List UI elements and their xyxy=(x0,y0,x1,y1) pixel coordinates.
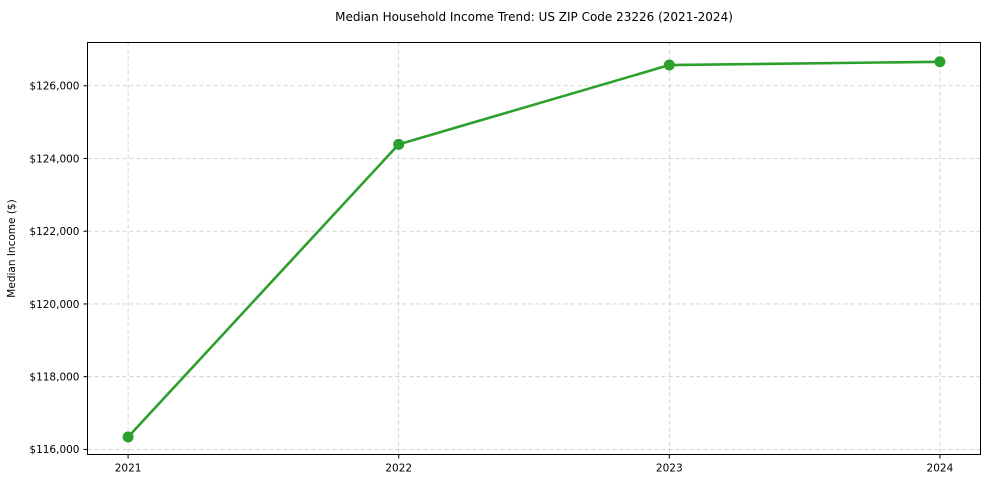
x-tick-label: 2022 xyxy=(385,463,412,475)
axis-layer: $116,000 $118,000 $120,000 $122,000 $124,000… xyxy=(29,81,953,475)
y-tick-label: $124,000 xyxy=(29,153,79,165)
x-tick-label: 2023 xyxy=(656,463,683,475)
data-point-marker xyxy=(934,56,946,68)
series-line xyxy=(126,60,942,439)
x-tick-label: 2021 xyxy=(115,463,142,475)
grid-layer xyxy=(87,42,981,455)
y-tick-label: $118,000 xyxy=(29,371,79,383)
data-point-marker xyxy=(122,431,134,443)
x-tick-label: 2024 xyxy=(927,463,954,475)
y-tick-label: $120,000 xyxy=(29,299,79,311)
y-axis-label: Median Income ($) xyxy=(6,199,18,297)
data-point-marker xyxy=(663,59,675,71)
y-tick-label: $126,000 xyxy=(29,81,79,93)
y-tick-label: $122,000 xyxy=(29,226,79,238)
plot-border xyxy=(87,42,981,455)
data-point-marker xyxy=(393,138,405,150)
data-line-series xyxy=(122,56,946,443)
chart-title: Median Household Income Trend: US ZIP Co… xyxy=(335,10,733,24)
y-tick-label: $116,000 xyxy=(29,444,79,456)
